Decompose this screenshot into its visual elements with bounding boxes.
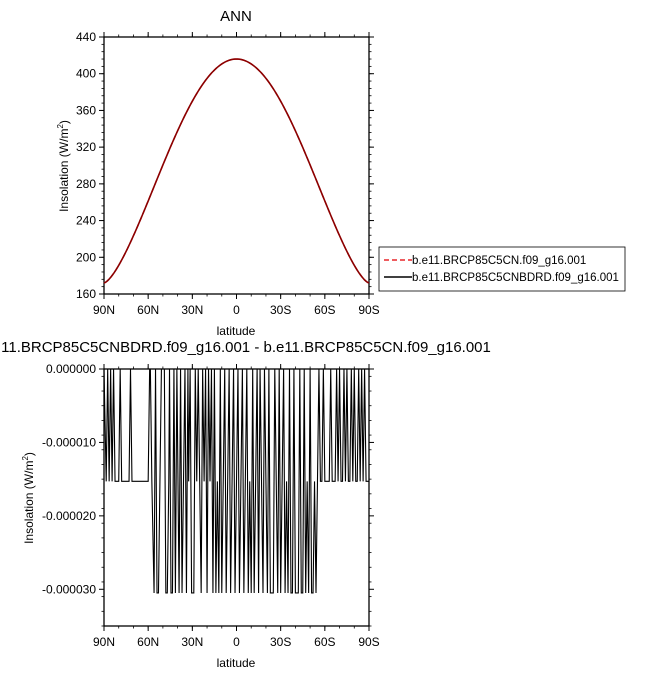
y-tick-label: 0.000000	[46, 362, 96, 376]
x-tick-label: 90N	[93, 303, 115, 317]
y-tick-label: -0.000010	[42, 435, 96, 449]
x-tick-label: 60N	[137, 635, 159, 649]
y-tick-label: 440	[76, 30, 96, 44]
top-chart-title: ANN	[220, 8, 252, 25]
top-y-tick-labels: 160 200 240 280 320 360 400 440	[76, 30, 96, 301]
bottom-y-tick-labels: 0.000000 -0.000010 -0.000020 -0.000030	[42, 362, 96, 596]
x-tick-label: 30S	[270, 303, 291, 317]
bottom-difference-line	[103, 368, 369, 594]
x-tick-label: 90S	[358, 635, 379, 649]
top-x-tick-labels: 90N 60N 30N 0 30S 60S 90S	[93, 303, 380, 317]
x-tick-label: 0	[233, 635, 240, 649]
top-y-axis-label: Insolation (W/m2)	[56, 120, 71, 212]
top-series-line-solid	[103, 58, 370, 284]
x-tick-label: 60S	[314, 303, 335, 317]
y-tick-label: 360	[76, 103, 96, 117]
x-tick-label: 30N	[181, 635, 203, 649]
bottom-y-axis-label: Insolation (W/m2)	[21, 452, 36, 544]
top-series-line-dashed	[103, 58, 370, 284]
top-axis-ticks	[99, 32, 374, 299]
y-tick-label: -0.000030	[42, 582, 96, 596]
legend-box	[378, 246, 626, 292]
y-tick-label: 400	[76, 67, 96, 81]
x-tick-label: 0	[233, 303, 240, 317]
bottom-chart-title: 11.BRCP85C5CNBDRD.f09_g16.001 - b.e11.BR…	[1, 339, 491, 356]
legend-entry-2: b.e11.BRCP85C5CNBDRD.f09_g16.001	[412, 272, 619, 284]
bottom-x-axis-label: latitude	[217, 656, 256, 670]
y-tick-label: -0.000020	[42, 509, 96, 523]
y-tick-label: 160	[76, 287, 96, 301]
x-tick-label: 30N	[181, 303, 203, 317]
x-tick-label: 90S	[358, 303, 379, 317]
bottom-chart: 11.BRCP85C5CNBDRD.f09_g16.001 - b.e11.BR…	[1, 339, 491, 670]
bottom-x-tick-labels: 90N 60N 30N 0 30S 60S 90S	[93, 635, 380, 649]
legend: b.e11.BRCP85C5CN.f09_g16.001 b.e11.BRCP8…	[378, 246, 626, 292]
x-tick-label: 90N	[93, 635, 115, 649]
y-tick-label: 200	[76, 250, 96, 264]
top-x-axis-label: latitude	[217, 324, 256, 338]
x-tick-label: 30S	[270, 635, 291, 649]
y-tick-label: 320	[76, 140, 96, 154]
x-tick-label: 60N	[137, 303, 159, 317]
top-plot-frame	[103, 36, 370, 295]
x-tick-label: 60S	[314, 635, 335, 649]
y-tick-label: 240	[76, 214, 96, 228]
bottom-axis-ticks	[99, 364, 374, 631]
legend-entry-1: b.e11.BRCP85C5CN.f09_g16.001	[412, 255, 586, 267]
top-chart: ANN 160 200 240 280 320 360 400 440 90N 60N 30N 0 3…	[56, 8, 380, 338]
y-tick-label: 280	[76, 177, 96, 191]
